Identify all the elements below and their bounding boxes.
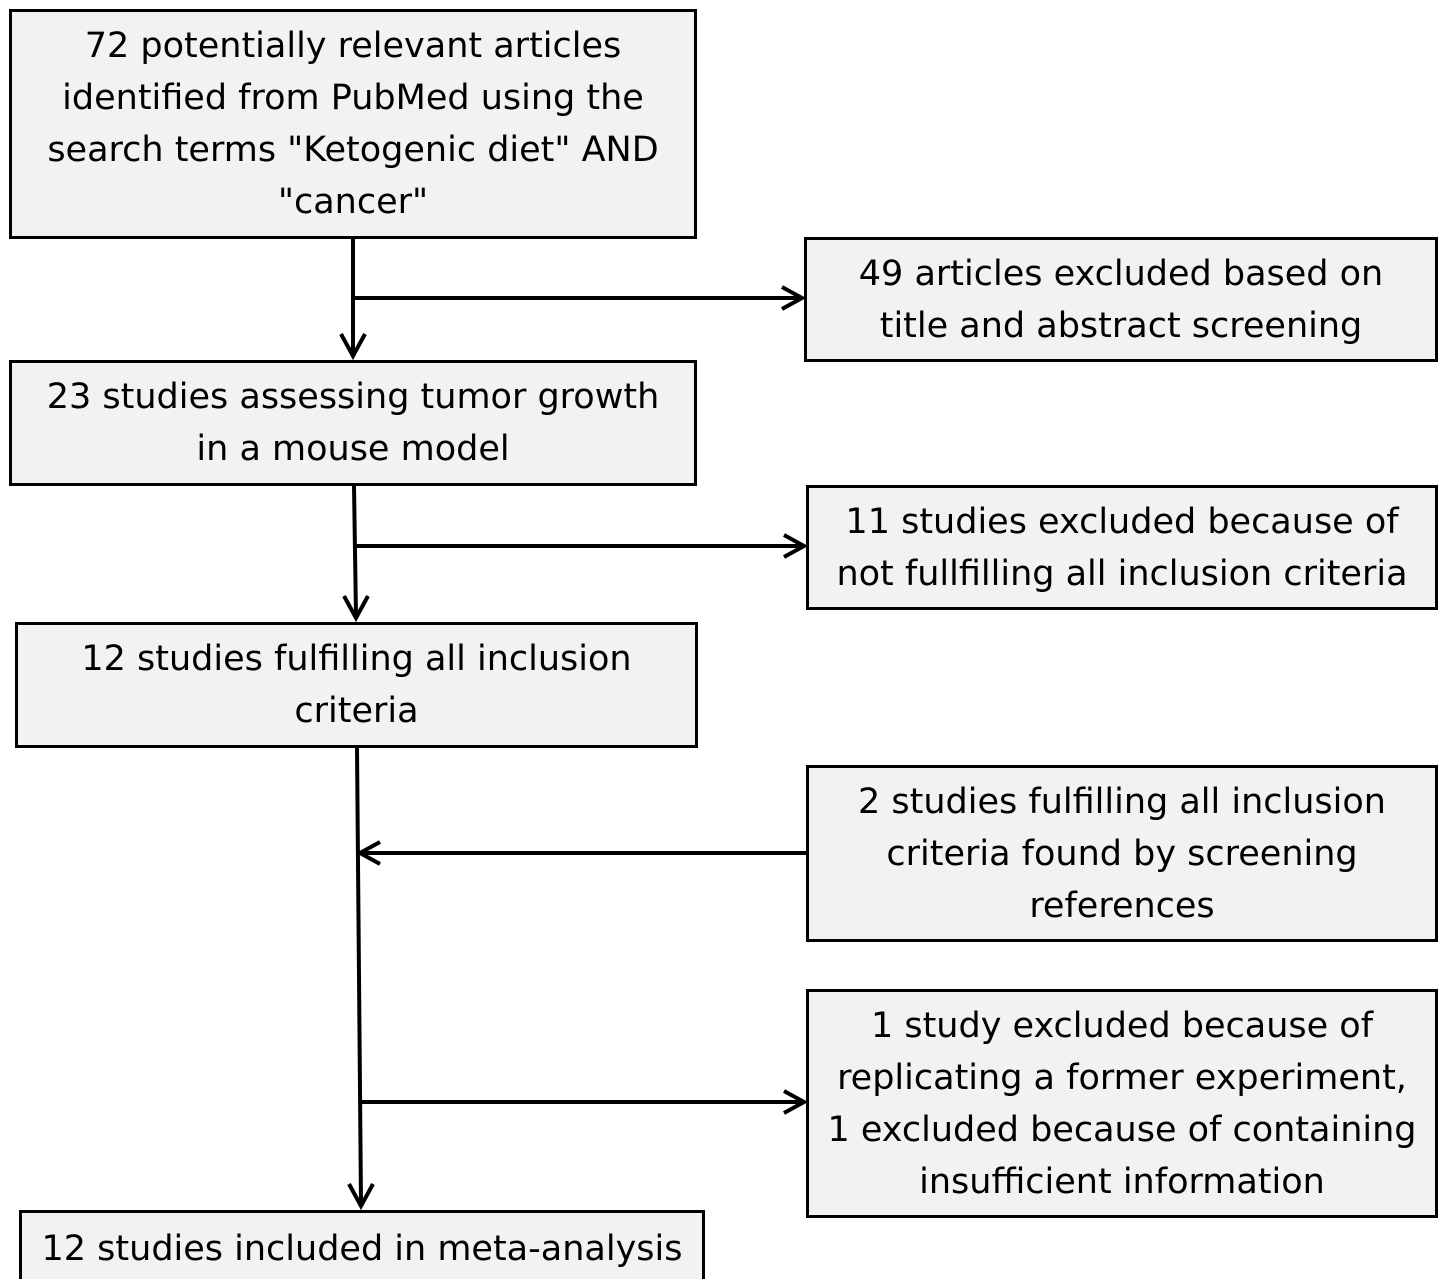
box-text-line: 23 studies assessing tumor growth [46, 377, 660, 417]
arrowhead-down-3 [347, 1183, 375, 1211]
box-text-line: not fullfilling all inclusion criteria [836, 553, 1408, 594]
arrowhead-down-1 [339, 333, 367, 361]
box-text-line: 1 excluded because of containing [827, 1109, 1417, 1150]
flow-line-3-to-4 [355, 747, 363, 1205]
arrowhead-down-2 [342, 595, 370, 623]
box-text-line: references [1029, 885, 1215, 926]
box-text-line: 12 studies included in meta-analysis [41, 1229, 683, 1269]
box-text-line: title and abstract screening [879, 305, 1363, 346]
box-text-line: insufficient information [919, 1161, 1325, 1202]
excluded-replication-box: 1 study excluded because of replicating … [806, 989, 1438, 1218]
mouse-model-studies-box: 23 studies assessing tumor growth in a m… [9, 360, 697, 486]
box-text-line: 11 studies excluded because of [845, 501, 1399, 542]
box-text-line: identified from PubMed using the [62, 78, 644, 118]
box-text-line: search terms "Ketogenic diet" AND [47, 130, 659, 170]
box-text-line: replicating a former experiment, [837, 1057, 1407, 1098]
records-identified-box: 72 potentially relevant articles identif… [9, 9, 697, 239]
box-text-line: 72 potentially relevant articles [84, 26, 622, 66]
box-text-line: criteria [294, 691, 419, 731]
box-text-line: 12 studies fulfilling all inclusion [81, 639, 632, 679]
box-text-line: 1 study excluded because of [870, 1005, 1374, 1046]
excluded-screening-box: 49 articles excluded based on title and … [804, 237, 1438, 362]
flow-line-2-to-3 [352, 485, 358, 617]
box-text-line: 2 studies fulfilling all inclusion [858, 781, 1386, 822]
box-text-line: criteria found by screening [886, 833, 1358, 874]
box-text-line: in a mouse model [196, 429, 510, 469]
box-text-line: 49 articles excluded based on [858, 253, 1384, 294]
arrowhead-right-1 [781, 285, 807, 311]
excluded-criteria-box: 11 studies excluded because of not fullf… [806, 485, 1438, 610]
included-studies-box: 12 studies included in meta-analysis [19, 1210, 705, 1279]
arrowhead-right-4 [783, 1089, 809, 1115]
box-text-line: "cancer" [277, 182, 429, 222]
added-references-box: 2 studies fulfilling all inclusion crite… [806, 765, 1438, 942]
arrowhead-left-3 [355, 840, 381, 866]
arrowhead-right-2 [783, 533, 809, 559]
fulfilling-criteria-box: 12 studies fulfilling all inclusion crit… [15, 622, 698, 748]
